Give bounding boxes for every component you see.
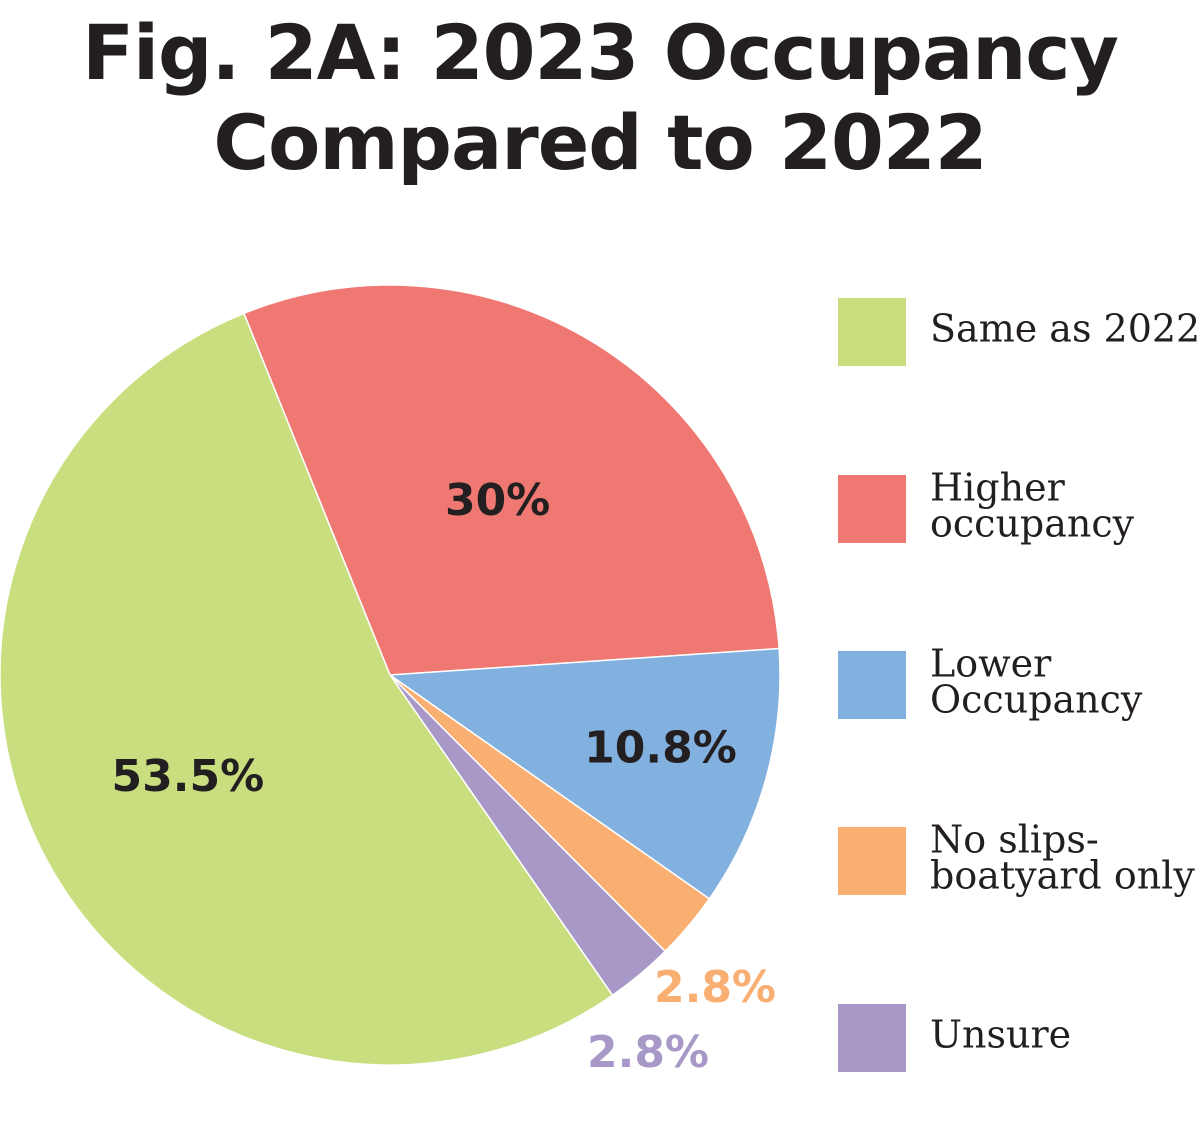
- legend-label-line: boatyard only: [930, 854, 1195, 898]
- value-label-same-as-2022: 53.5%: [112, 751, 265, 802]
- pie-slices: [0, 284, 781, 1066]
- chart-title-line-2: Compared to 2022: [213, 98, 987, 187]
- legend-swatch-lower-occupancy: [838, 651, 906, 719]
- legend-label-line: No slips-: [930, 818, 1099, 862]
- legend-label-line: occupancy: [930, 502, 1135, 546]
- legend-label-line: Lower: [930, 642, 1052, 686]
- legend-label-no-slips-boatyard-only: No slips-boatyard only: [930, 818, 1195, 898]
- legend-label-higher-occupancy: Higher occupancy: [930, 466, 1135, 546]
- legend-swatch-no-slips-boatyard-only: [838, 827, 906, 895]
- legend-label-same-as-2022: Same as 2022: [930, 307, 1200, 351]
- pie-value-labels: 30% 10.8% 2.8% 2.8% 53.5%: [112, 475, 776, 1078]
- pie-slice-higher-occupancy: [242, 284, 780, 676]
- value-label-lower-occupancy: 10.8%: [584, 722, 737, 773]
- value-label-higher-occupancy: 30%: [445, 475, 550, 526]
- value-label-no-slips-boatyard-only: 2.8%: [654, 962, 776, 1013]
- legend-label-line: Higher: [930, 466, 1066, 510]
- legend-swatch-unsure: [838, 1004, 906, 1072]
- chart-title: Fig. 2A: 2023 Occupancy Compared to 2022: [0, 8, 1200, 188]
- pie-slice-same-as-2022: [0, 312, 614, 1066]
- value-label-unsure: 2.8%: [587, 1027, 709, 1078]
- legend-label-lower-occupancy: Lower Occupancy: [930, 642, 1143, 722]
- legend-label-line: Occupancy: [930, 678, 1143, 722]
- pie-slice-lower-occupancy: [387, 647, 781, 900]
- legend-label-line: Same as 2022: [930, 307, 1200, 351]
- legend: Same as 2022 Higher occupancy Lower Occupanc…: [838, 298, 1200, 1072]
- chart-title-line-1: Fig. 2A: 2023 Occupancy: [82, 8, 1119, 97]
- legend-label-line: Unsure: [930, 1013, 1071, 1057]
- legend-swatch-higher-occupancy: [838, 475, 906, 543]
- legend-label-unsure: Unsure: [930, 1013, 1071, 1057]
- legend-swatch-same-as-2022: [838, 298, 906, 366]
